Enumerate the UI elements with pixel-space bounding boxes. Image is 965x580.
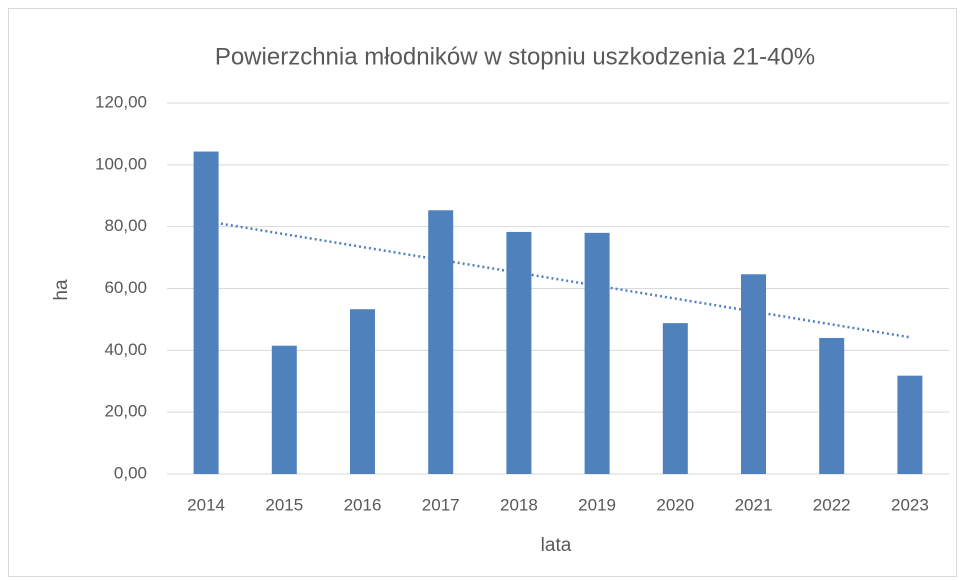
y-tick-label: 40,00 (104, 340, 147, 359)
bar (741, 274, 766, 474)
chart-frame (8, 8, 957, 577)
bar (271, 345, 297, 474)
x-tick-label: 2021 (735, 495, 773, 514)
x-tick-label: 2015 (265, 495, 303, 514)
y-tick-label: 0,00 (114, 463, 147, 482)
x-tick-label: 2014 (187, 495, 225, 514)
y-tick-label: 80,00 (104, 216, 147, 235)
y-axis-label: ha (51, 279, 72, 301)
bar (193, 151, 219, 474)
bar (819, 337, 845, 474)
chart-title: Powierzchnia młodników w stopniu uszkodz… (215, 43, 815, 70)
x-tick-label: 2022 (813, 495, 851, 514)
x-tick-label: 2016 (344, 495, 382, 514)
bar (897, 375, 923, 474)
x-tick-label: 2023 (891, 495, 929, 514)
trendline (205, 219, 911, 339)
y-tick-label: 20,00 (104, 402, 147, 421)
y-tick-label: 120,00 (95, 92, 147, 111)
bar (506, 231, 532, 474)
x-tick-label: 2017 (422, 495, 460, 514)
y-tick-label: 60,00 (104, 278, 147, 297)
x-tick-label: 2020 (656, 495, 694, 514)
x-tick-label: 2018 (500, 495, 538, 514)
y-tick-label: 100,00 (95, 154, 147, 173)
bar (350, 309, 375, 474)
x-tick-label: 2019 (578, 495, 616, 514)
bar (428, 210, 454, 475)
bar (584, 232, 610, 474)
bar (662, 323, 688, 474)
x-axis-label: lata (541, 535, 572, 556)
